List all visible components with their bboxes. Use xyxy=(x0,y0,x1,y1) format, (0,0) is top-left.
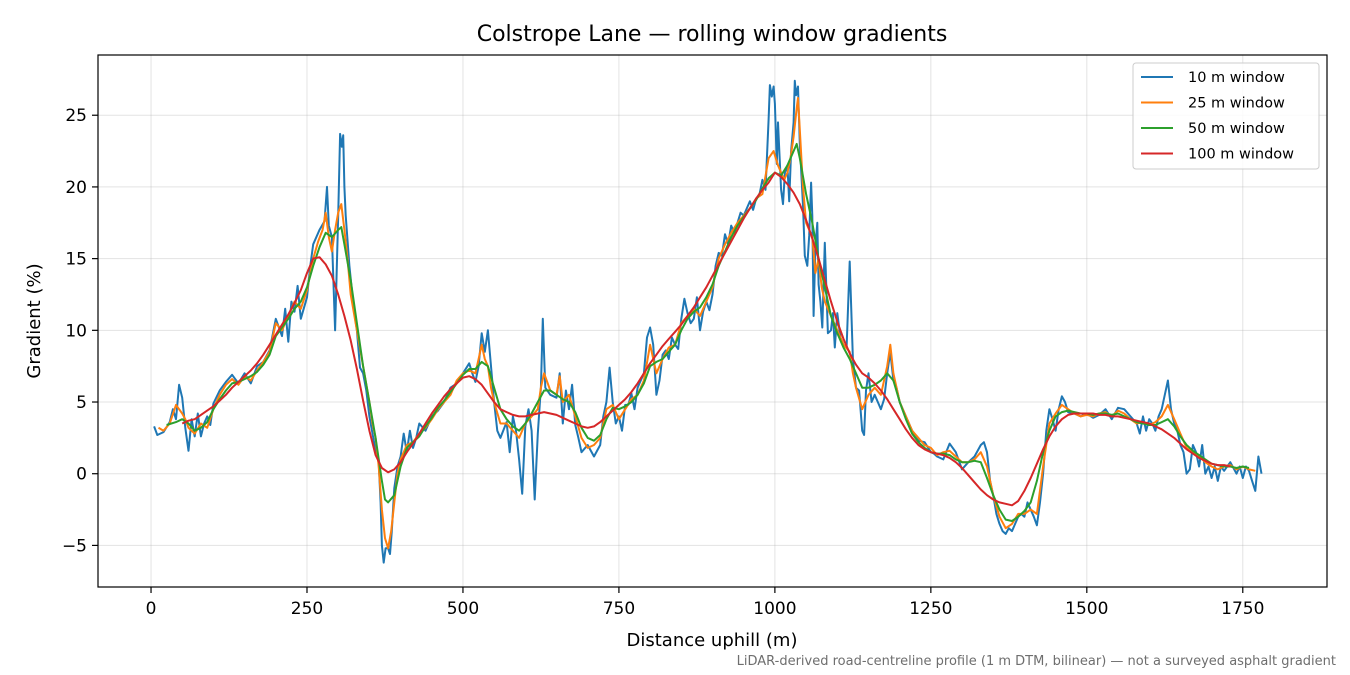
y-tick-label: 25 xyxy=(65,106,87,126)
x-axis-label: Distance uphill (m) xyxy=(627,630,798,651)
y-tick-label: 15 xyxy=(65,250,87,270)
y-tick-label: 0 xyxy=(76,465,87,485)
grid-lines xyxy=(98,55,1327,587)
x-tick-label: 1500 xyxy=(1065,599,1108,619)
x-tick-label: 1250 xyxy=(909,599,952,619)
legend-box xyxy=(1132,62,1320,170)
x-tick-label: 1000 xyxy=(753,599,796,619)
series-line-3 xyxy=(166,142,1250,522)
series-line-2 xyxy=(157,97,1256,550)
y-tick-label: 5 xyxy=(76,393,87,413)
x-tick-label: 750 xyxy=(603,599,635,619)
y-axis-label: Gradient (%) xyxy=(24,263,45,378)
legend-label: 25 m window xyxy=(1188,96,1285,112)
x-axis-ticks: 0 250 500 750 1000 1250 1500 1750 xyxy=(146,587,1264,619)
legend-label: 50 m window xyxy=(1188,121,1285,137)
x-tick-label: 1750 xyxy=(1221,599,1264,619)
x-tick-label: 0 xyxy=(146,599,157,619)
y-tick-label: 10 xyxy=(65,321,87,341)
series-line-4 xyxy=(181,171,1231,507)
series-lines xyxy=(153,79,1263,564)
y-axis-ticks: −5 0 5 10 15 20 25 xyxy=(62,106,98,556)
legend-label: 10 m window xyxy=(1188,70,1285,86)
y-tick-label: −5 xyxy=(62,536,87,556)
legend: 10 m window 25 m window 50 m window 100 m w… xyxy=(1132,62,1320,170)
plot-frame xyxy=(97,54,1328,588)
chart-title: Colstrope Lane — rolling window gradient… xyxy=(477,22,948,47)
y-tick-label: 20 xyxy=(65,178,87,198)
x-tick-label: 500 xyxy=(447,599,479,619)
x-tick-label: 250 xyxy=(291,599,323,619)
series-line-1 xyxy=(153,79,1263,564)
footnote: LiDAR-derived road-centreline profile (1… xyxy=(737,654,1336,669)
legend-label: 100 m window xyxy=(1188,147,1294,163)
